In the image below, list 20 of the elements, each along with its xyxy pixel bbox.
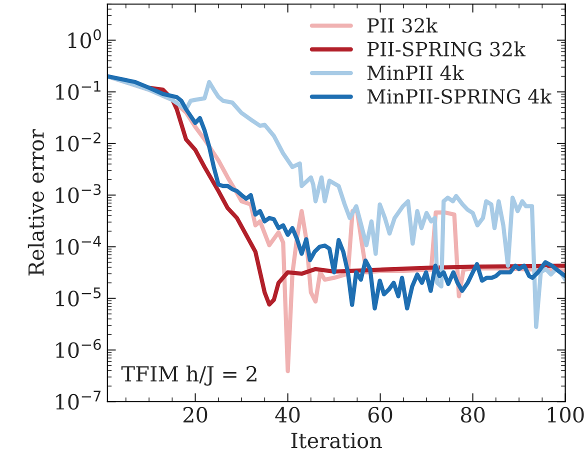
legend-label: MinPII-SPRING 4k (367, 88, 552, 104)
y-tick-label: 10$^{−6}$ (56, 338, 101, 358)
y-tick-label: 10$^{−7}$ (56, 390, 101, 410)
y-tick-label: 10$^{−2}$ (56, 132, 100, 152)
y-tick-label: 10$^{0}$ (68, 29, 101, 48)
legend-label: PII-SPRING 32k (367, 41, 526, 56)
y-tick-label: 10$^{−1}$ (56, 81, 100, 100)
x-axis-title: Iteration (291, 432, 382, 448)
x-tick-label: 40 (275, 406, 300, 423)
annotation: TFIM h/J = 2 (121, 366, 256, 386)
x-tick-label: 80 (460, 406, 485, 423)
x-tick-label: 100 (548, 406, 584, 423)
y-tick-label: 10$^{−3}$ (56, 184, 101, 204)
y-tick-label: 10$^{−5}$ (56, 288, 101, 306)
legend-label: MinPII 4k (367, 65, 464, 80)
y-axis-title: Relative error (28, 129, 44, 276)
x-tick-label: 20 (183, 406, 208, 423)
y-tick-label: 10$^{−4}$ (56, 236, 101, 255)
legend-label: PII 32k (367, 18, 438, 33)
x-tick-label: 60 (368, 406, 392, 423)
